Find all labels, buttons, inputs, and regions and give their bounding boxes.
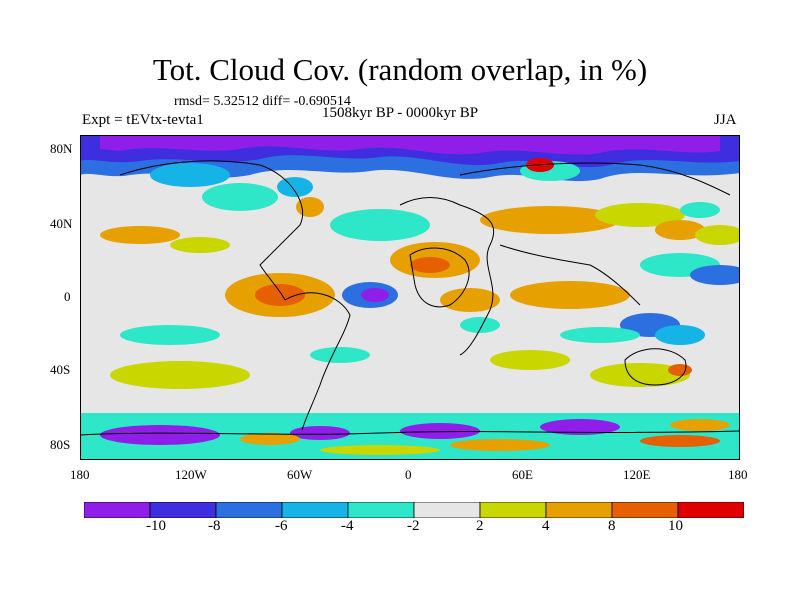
lat-tick-40n: 40N — [50, 216, 73, 231]
lon-tick-0: 0 — [405, 467, 412, 482]
arctic-anomaly — [80, 135, 740, 187]
cloud-cover-map — [80, 135, 740, 460]
map-background — [80, 135, 740, 460]
lon-tick-120e: 120E — [623, 467, 651, 482]
tropical-anomalies — [120, 242, 740, 345]
lat-tick-0: 0 — [64, 289, 71, 304]
nh-midlat-anomalies — [100, 158, 740, 253]
season-label: JJA — [714, 112, 737, 128]
lon-tick-60w: 60W — [287, 467, 313, 482]
lat-tick-40s: 40S — [50, 362, 71, 377]
colorbar — [84, 502, 744, 518]
lat-tick-80n: 80N — [50, 141, 73, 156]
chart-title: Tot. Cloud Cov. (random overlap, in %) — [152, 52, 648, 87]
lon-tick-180w: 180 — [70, 467, 90, 482]
map-frame — [80, 135, 740, 460]
colorbar-box-3 — [281, 502, 349, 518]
colorbar-box-4 — [347, 502, 415, 518]
colorbar-box-8 — [611, 502, 679, 518]
colorbar-label-8: 8 — [608, 518, 616, 534]
colorbar-label-10: 10 — [668, 518, 683, 534]
experiment-label: Expt = tEVtx-tevta1 — [82, 112, 204, 128]
colorbar-box-5 — [413, 502, 481, 518]
southern-ocean-anomalies — [80, 413, 740, 460]
colorbar-label-neg6: -6 — [275, 518, 288, 534]
sh-anomalies — [110, 347, 692, 389]
colorbar-label-neg10: -10 — [146, 518, 166, 534]
colorbar-box-9 — [677, 502, 744, 518]
lat-tick-80s: 80S — [50, 437, 71, 452]
period-label: 1508kyr BP - 0000kyr BP — [322, 105, 479, 121]
coastlines — [80, 160, 740, 436]
colorbar-box-6 — [479, 502, 547, 518]
colorbar-box-2 — [215, 502, 283, 518]
colorbar-box-7 — [545, 502, 613, 518]
lon-tick-120w: 120W — [175, 467, 207, 482]
colorbar-label-neg2: -2 — [407, 518, 420, 534]
colorbar-box-0 — [84, 502, 151, 518]
colorbar-label-neg4: -4 — [341, 518, 354, 534]
stats-text: rmsd= 5.32512 diff= -0.690514 — [174, 94, 351, 109]
lon-tick-60e: 60E — [512, 467, 533, 482]
colorbar-label-4: 4 — [542, 518, 550, 534]
colorbar-label-neg8: -8 — [208, 518, 221, 534]
colorbar-label-2: 2 — [476, 518, 484, 534]
colorbar-box-1 — [149, 502, 217, 518]
lon-tick-180e: 180 — [728, 467, 748, 482]
